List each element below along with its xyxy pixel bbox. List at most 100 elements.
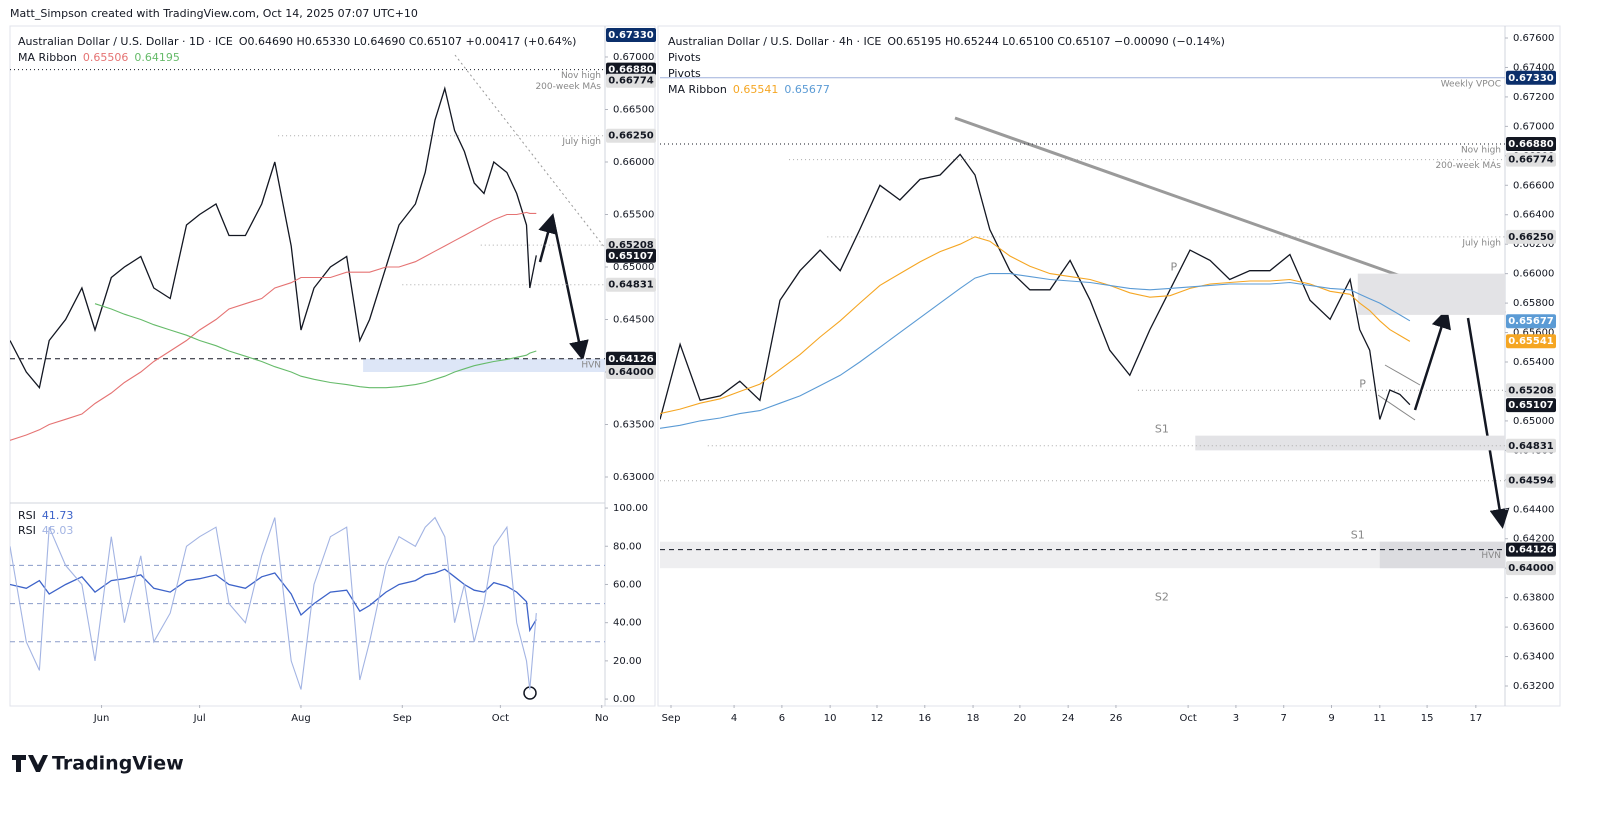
- x-tick-label: Oct: [492, 713, 509, 724]
- y-tick-label: 0.64500: [613, 314, 654, 325]
- ribbon-reading: 0.65541: [733, 83, 779, 96]
- price-label: 0.65541: [1508, 336, 1554, 347]
- x-tick-label: 3: [1233, 713, 1239, 724]
- price-label-box: [606, 248, 656, 263]
- arrow: [1466, 317, 1510, 529]
- arrow: [1413, 308, 1451, 411]
- y-tick-label: 0.64200: [1513, 534, 1554, 545]
- indicator-label: Pivots: [668, 67, 701, 80]
- level-name: Nov high: [1461, 146, 1501, 156]
- price-label-box: [1506, 398, 1556, 413]
- trendline: [454, 54, 606, 249]
- ohlc: O0.65195 H0.65244 L0.65100 C0.65107 −0.0…: [887, 35, 1225, 48]
- x-tick-label: 12: [871, 713, 884, 724]
- level-name: HVN: [1481, 551, 1501, 561]
- x-tick-label: Jul: [193, 713, 206, 724]
- level-name: 200-week MAs: [1435, 161, 1501, 171]
- indicator-label: Pivots: [668, 51, 701, 64]
- x-tick-label: 15: [1421, 713, 1434, 724]
- price-label: 0.64831: [608, 280, 654, 291]
- x-tick-label: 11: [1373, 713, 1386, 724]
- price-label-box: [606, 238, 656, 253]
- y-tick-label: 80.00: [613, 541, 642, 552]
- price-label: 0.65208: [608, 240, 654, 251]
- zone: [660, 541, 1505, 569]
- price-label-box: [1506, 229, 1556, 244]
- price-label-box: [1506, 383, 1556, 398]
- ribbon-label: MA Ribbon: [668, 83, 727, 96]
- x-tick-label: 6: [779, 713, 785, 724]
- rsi-name: RSI: [18, 509, 36, 522]
- y-tick-label: 0.63000: [613, 472, 654, 483]
- wedge-line: [1384, 364, 1421, 386]
- y-tick-label: 100.00: [613, 503, 648, 514]
- indicator-label: MA Ribbon 0.65541 0.65677: [668, 83, 830, 96]
- price-label-box: [1506, 438, 1556, 453]
- pivot-label: S2: [1155, 591, 1169, 604]
- x-tick-label: 20: [1014, 713, 1027, 724]
- price-label: 0.65107: [608, 251, 654, 262]
- level-name: HVN: [581, 360, 601, 370]
- series-line: [660, 236, 1411, 415]
- series-line: [10, 568, 537, 633]
- y-tick-label: 0.66600: [1513, 180, 1554, 191]
- indicator-label: RSI 41.73: [18, 509, 73, 522]
- price-label: 0.64126: [1508, 545, 1554, 556]
- x-tick-label: Sep: [662, 713, 681, 724]
- wedge-line: [1377, 394, 1416, 421]
- price-label-box: [606, 364, 656, 379]
- level-name: 200-week MAs: [535, 82, 601, 92]
- y-tick-label: 0.65000: [613, 262, 654, 273]
- series-line: [94, 303, 537, 389]
- y-tick-label: 0.66200: [1513, 239, 1554, 250]
- pivot-label: S1: [1351, 529, 1365, 542]
- y-tick-label: 0.67200: [1513, 92, 1554, 103]
- x-tick-label: Oct: [1179, 713, 1196, 724]
- pivot-label: P: [1170, 261, 1177, 274]
- footer-brand: TradingView: [52, 753, 184, 775]
- pivot-label: S1: [1155, 423, 1169, 436]
- price-label: 0.64000: [1508, 563, 1554, 574]
- y-tick-label: 0.63500: [613, 420, 654, 431]
- x-tick-label: 24: [1062, 713, 1075, 724]
- x-tick-label: Jun: [93, 713, 110, 724]
- plot-area: [10, 516, 605, 690]
- y-tick-label: 0.66500: [613, 104, 654, 115]
- x-tick-label: Aug: [291, 713, 311, 724]
- price-label: 0.64126: [608, 354, 654, 365]
- y-tick-label: 0.67000: [1513, 121, 1554, 132]
- y-tick-label: 0.67000: [613, 52, 654, 63]
- price-label-box: [1506, 314, 1556, 329]
- y-tick-label: 60.00: [613, 579, 642, 590]
- y-tick-label: 0.66000: [1513, 269, 1554, 280]
- x-tick-label: 4: [731, 713, 737, 724]
- price-label-box: [606, 128, 656, 143]
- y-tick-label: 0.64400: [1513, 504, 1554, 515]
- series-line: [660, 273, 1411, 429]
- y-tick-label: 0.65800: [1513, 298, 1554, 309]
- y-tick-label: 20.00: [613, 656, 642, 667]
- price-label: 0.65107: [1508, 400, 1554, 411]
- price-label: 0.66250: [1508, 232, 1554, 243]
- x-tick-label: 26: [1110, 713, 1123, 724]
- price-label: 0.65677: [1508, 316, 1554, 327]
- y-tick-label: 0.67600: [1513, 33, 1554, 44]
- y-tick-label: 0.66000: [613, 157, 654, 168]
- series-line: [660, 153, 1411, 420]
- price-label: 0.64831: [1508, 441, 1554, 452]
- ohlc: O0.64690 H0.65330 L0.64690 C0.65107 +0.0…: [239, 35, 577, 48]
- chart-title: Australian Dollar / U.S. Dollar · 1D · I…: [18, 35, 576, 48]
- x-tick-label: 16: [918, 713, 931, 724]
- price-label: 0.64000: [608, 367, 654, 378]
- symbol: Australian Dollar / U.S. Dollar · 4h · I…: [668, 35, 881, 48]
- y-tick-label: 0.65600: [1513, 328, 1554, 339]
- symbol: Australian Dollar / U.S. Dollar · 1D · I…: [18, 35, 233, 48]
- y-tick-label: 0.65400: [1513, 357, 1554, 368]
- level-name: July high: [1461, 238, 1501, 248]
- y-tick-label: 40.00: [613, 618, 642, 629]
- price-label-box: [1506, 473, 1556, 488]
- price-label-box: [1506, 137, 1556, 152]
